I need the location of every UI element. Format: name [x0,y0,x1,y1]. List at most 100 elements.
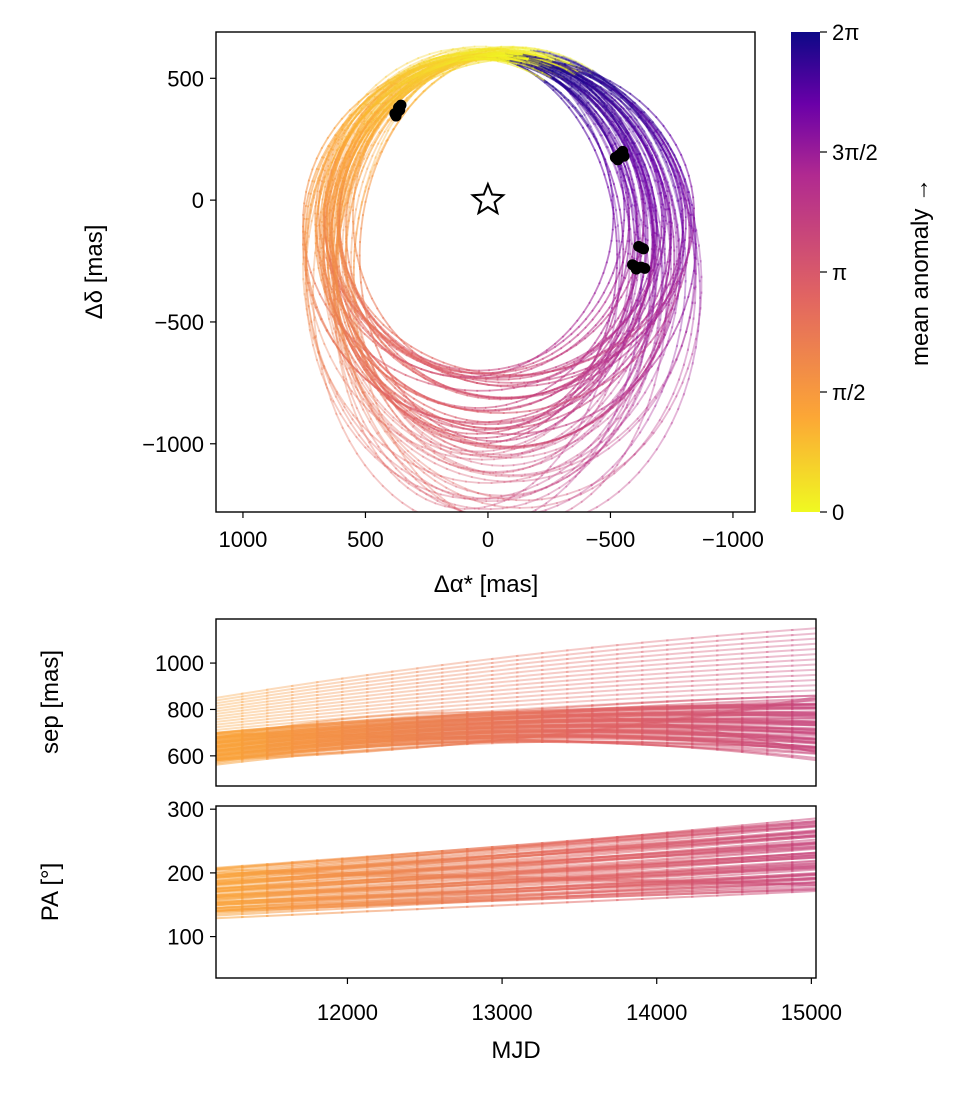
orbit-segment [653,271,657,290]
orbit-segment [627,470,641,484]
orbit-segment [533,456,547,463]
orbit-segment [396,474,411,485]
orbit-segment [313,336,321,355]
orbit-segment [429,440,442,447]
orbit-segment [356,322,363,339]
orbit-segment [510,451,524,457]
orbit-segment [507,377,522,381]
orbit-segment [361,429,371,444]
orbit-segment [357,433,370,449]
orbit-segment [426,453,440,462]
orbit-segment [374,142,383,159]
orbit-segment [583,113,592,128]
orbit-segment [627,240,631,255]
orbit-segment [554,55,571,62]
orbit-segment [678,182,687,201]
orbit-segment [616,195,621,211]
orbit-segment [306,260,313,274]
orbit-segment [463,507,476,510]
orbit-segment [561,445,574,455]
orbit-segment [317,351,326,370]
orbit-segment [349,300,359,313]
orbit-segment [358,103,370,114]
orbit-segment [647,174,653,189]
orbit-segment [365,83,378,96]
orbit-segment [539,394,553,402]
orbit-segment [683,295,690,311]
orbit-segment [603,173,610,189]
orbit-segment [572,81,586,92]
orbit-segment [359,429,372,444]
orbit-segment [429,440,442,450]
orbit-segment [471,469,486,473]
orbit-segment [471,422,487,426]
orbit-segment [471,408,485,412]
orbit-segment [608,239,613,253]
orbit-segment [318,251,322,267]
orbit-segment [339,198,346,216]
orbit-segment [451,371,465,377]
orbit-segment [610,105,623,120]
orbit-segment [306,288,310,308]
orbit-segment [454,485,469,492]
orbit-segment [411,475,426,485]
orbit-segment [612,421,623,436]
orbit-segment [312,251,317,271]
orbit-segment [692,229,698,249]
orbit-segment [558,460,572,468]
orbit-segment [506,468,520,473]
orbit-segment [553,387,568,394]
orbit-segment [404,411,417,420]
orbit-segment [508,406,522,411]
orbit-segment [556,474,571,484]
orbit-segment [663,315,670,332]
orbit-segment [394,404,407,414]
orbit-segment [409,59,424,67]
orbit-segment [531,474,544,485]
orbit-segment [565,356,579,365]
orbit-segment [654,278,659,295]
orbit-segment [610,396,622,408]
orbit-segment [631,191,636,207]
orbit-segment [626,132,636,145]
orbit-segment [346,424,358,439]
orbit-segment [580,492,593,504]
orbit-segment [354,379,365,395]
orbit-segment [523,471,538,476]
orbit-segment [483,503,496,509]
orbit-segment [494,49,509,54]
orbit-segment [320,169,326,183]
orbit-segment [667,290,676,303]
orbit-segment [365,143,375,160]
orbit-segment [586,323,597,335]
orbit-segment [434,502,446,508]
orbit-segment [357,180,364,197]
orbit-segment [607,272,615,285]
orbit-segment [516,63,529,72]
orbit-segment [443,456,458,465]
orbit-segment [541,55,557,61]
orbit-segment [447,491,462,497]
orbit-segment [307,288,313,305]
orbit-segment [590,477,605,487]
orbit-segment [443,498,456,509]
orbit-segment [679,250,685,264]
orbit-segment [544,381,557,391]
orbit-segment [522,482,535,492]
orbit-segment [349,421,361,437]
orbit-segment [358,358,369,372]
orbit-segment [572,399,584,411]
orbit-segment [559,375,574,382]
orbit-segment [401,363,415,373]
orbit-segment [388,396,399,410]
orbit-segment [414,82,426,93]
orbit-segment [569,92,579,106]
orbit-segment [498,456,512,459]
orbit-segment [526,52,540,57]
orbit-segment [658,141,667,156]
orbit-segment [494,407,508,411]
orbit-segment [607,417,620,431]
orbit-segment [453,404,466,409]
orbit-segment [600,321,609,335]
orbit-segment [519,367,533,374]
